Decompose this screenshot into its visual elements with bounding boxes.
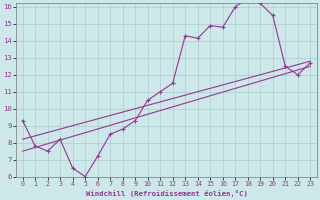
X-axis label: Windchill (Refroidissement éolien,°C): Windchill (Refroidissement éolien,°C): [85, 190, 247, 197]
